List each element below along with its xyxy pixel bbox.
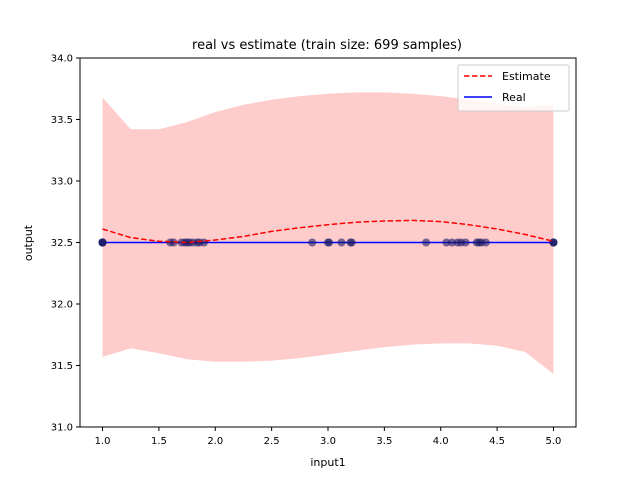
y-tick-label: 31.0 xyxy=(51,423,73,434)
y-tick-label: 34.0 xyxy=(51,54,73,65)
sample-point xyxy=(442,238,451,247)
x-tick-label: 2.0 xyxy=(207,436,223,447)
y-tick-label: 32.5 xyxy=(51,238,73,249)
x-tick-label: 3.5 xyxy=(376,436,392,447)
sample-point xyxy=(200,238,208,247)
sample-point xyxy=(461,238,470,247)
y-tick-label: 32.0 xyxy=(51,300,73,311)
sample-point xyxy=(448,238,456,247)
y-tick-label: 33.0 xyxy=(51,177,73,188)
legend: Estimate Real xyxy=(457,64,570,112)
y-axis-label: output xyxy=(22,224,35,261)
sample-points xyxy=(98,238,558,247)
sample-point xyxy=(98,238,107,247)
sample-point xyxy=(347,238,356,247)
sample-point xyxy=(481,238,490,247)
sample-point xyxy=(422,238,431,247)
x-axis: 1.0 1.5 2.0 2.5 3.0 3.5 4.0 4.5 5.0 xyxy=(95,427,562,447)
x-tick-label: 4.0 xyxy=(433,436,449,447)
estimate-series-line xyxy=(102,219,554,244)
x-tick-label: 4.5 xyxy=(489,436,505,447)
plot-area xyxy=(79,57,577,428)
x-tick-label: 3.0 xyxy=(320,436,336,447)
x-tick-label: 1.5 xyxy=(151,436,167,447)
sample-point xyxy=(325,238,334,247)
sample-point xyxy=(549,238,558,247)
x-tick-label: 5.0 xyxy=(546,436,562,447)
y-tick-label: 33.5 xyxy=(51,115,73,126)
y-axis: 31.0 31.5 32.0 32.5 33.0 33.5 34.0 xyxy=(51,54,80,434)
confidence-band xyxy=(102,92,554,375)
y-tick-label: 31.5 xyxy=(51,361,73,372)
chart-title: real vs estimate (train size: 699 sample… xyxy=(192,38,462,53)
x-axis-label: input1 xyxy=(310,456,345,469)
legend-estimate-label: Estimate xyxy=(502,70,551,83)
sample-point xyxy=(337,238,346,247)
x-tick-label: 2.5 xyxy=(264,436,280,447)
x-tick-label: 1.0 xyxy=(95,436,111,447)
legend-box xyxy=(457,64,570,112)
sample-point xyxy=(308,238,317,247)
legend-real-label: Real xyxy=(502,91,526,104)
